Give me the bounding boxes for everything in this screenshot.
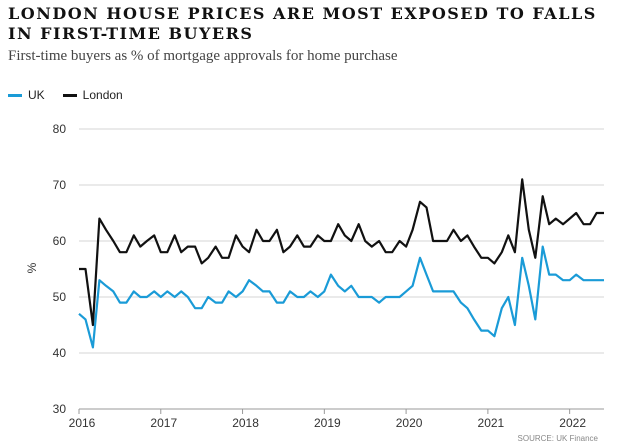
legend-item-london: London <box>62 88 123 102</box>
x-tick-label-2020: 2020 <box>396 416 423 430</box>
series-lines <box>78 178 604 349</box>
y-tick-label-60: 60 <box>53 234 67 248</box>
y-tick-label-80: 80 <box>53 122 67 136</box>
legend-swatch-uk <box>8 93 22 97</box>
x-tick-label-2019: 2019 <box>314 416 341 430</box>
x-tick-label-2018: 2018 <box>232 416 259 430</box>
y-tick-label-70: 70 <box>53 178 67 192</box>
series-line-uk <box>78 245 604 349</box>
legend: UK London <box>8 88 123 102</box>
x-tick-label-2017: 2017 <box>150 416 177 430</box>
x-tick-label-2021: 2021 <box>478 416 505 430</box>
legend-label-uk: UK <box>28 88 45 102</box>
y-tick-label-30: 30 <box>53 402 67 416</box>
y-axis-label: % <box>25 262 39 273</box>
y-tick-label-40: 40 <box>53 346 67 360</box>
y-tick-label-50: 50 <box>53 290 67 304</box>
legend-item-uk: UK <box>8 88 45 102</box>
chart-subtitle: First-time buyers as % of mortgage appro… <box>8 48 398 64</box>
y-axis-ticks: 30 40 50 60 70 80 <box>53 122 67 416</box>
series-line-london <box>79 178 604 327</box>
chart-title: LONDON HOUSE PRICES ARE MOST EXPOSED TO … <box>8 4 597 43</box>
legend-swatch-london <box>62 93 77 97</box>
source-note: SOURCE: UK Finance <box>517 434 598 443</box>
x-axis-ticks: 2016 2017 2018 2019 2020 2021 2022 <box>69 409 586 430</box>
x-tick-label-2022: 2022 <box>559 416 586 430</box>
x-tick-label-2016: 2016 <box>69 416 96 430</box>
legend-label-london: London <box>82 88 123 102</box>
